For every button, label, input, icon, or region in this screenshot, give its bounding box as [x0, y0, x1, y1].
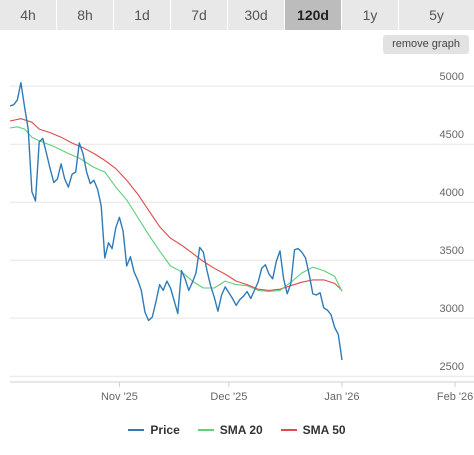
price-swatch [128, 429, 145, 431]
y-tick-label: 3500 [440, 245, 464, 257]
y-tick-label: 4000 [440, 187, 464, 199]
tab-120d[interactable]: 120d [285, 0, 341, 30]
x-axis: Nov '25 Dec '25 Jan '26 Feb '26 [10, 381, 474, 403]
chart-legend: Price SMA 20 SMA 50 [0, 421, 474, 439]
tab-4h[interactable]: 4h [0, 0, 56, 30]
timeframe-tabs: 4h 8h 1d 7d 30d 120d 1y 5y [0, 0, 474, 30]
x-tick-label: Nov '25 [101, 391, 138, 403]
sma50-swatch [280, 429, 297, 431]
tab-30d[interactable]: 30d [228, 0, 284, 30]
sma20-swatch [197, 429, 214, 431]
chart-grid [10, 85, 474, 377]
y-tick-label: 4500 [440, 129, 464, 141]
y-tick-label: 2500 [440, 361, 464, 373]
remove-graph-button[interactable]: remove graph [383, 35, 469, 54]
legend-item-price[interactable]: Price [128, 423, 180, 437]
chart-series [9, 82, 343, 361]
series-line-price [9, 82, 343, 361]
tab-1y[interactable]: 1y [342, 0, 398, 30]
legend-label-sma50: SMA 50 [302, 423, 346, 437]
tab-1d[interactable]: 1d [114, 0, 170, 30]
tab-7d[interactable]: 7d [171, 0, 227, 30]
series-line-sma50 [9, 118, 343, 291]
y-axis-labels: 2500 3000 3500 4000 4500 5000 [440, 71, 464, 373]
legend-item-sma20[interactable]: SMA 20 [197, 423, 263, 437]
legend-item-sma50[interactable]: SMA 50 [280, 423, 346, 437]
y-tick-label: 3000 [440, 303, 464, 315]
series-line-sma20 [9, 126, 343, 293]
price-chart: 2500 3000 3500 4000 4500 5000 Nov '25 Dec '25 J… [9, 71, 474, 403]
x-tick-label: Dec '25 [210, 391, 247, 403]
tab-5y[interactable]: 5y [399, 0, 474, 30]
tab-8h[interactable]: 8h [57, 0, 113, 30]
legend-label-price: Price [150, 423, 180, 437]
x-tick-label: Feb '26 [437, 391, 473, 403]
y-tick-label: 5000 [440, 71, 464, 83]
x-tick-label: Jan '26 [324, 391, 359, 403]
legend-label-sma20: SMA 20 [219, 423, 263, 437]
